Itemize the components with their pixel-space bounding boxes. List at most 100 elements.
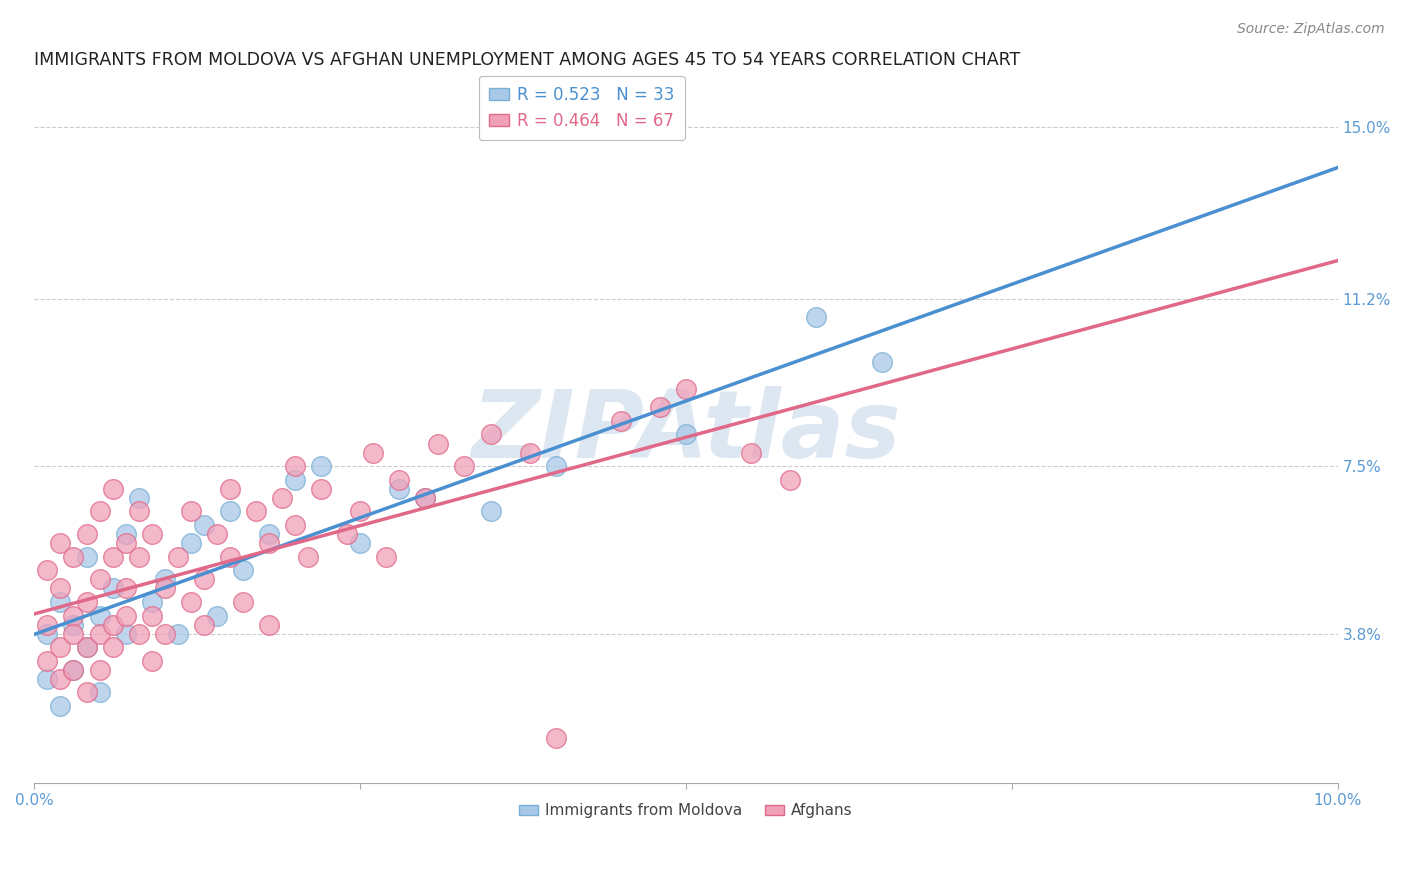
Point	[232, 563, 254, 577]
Point	[114, 626, 136, 640]
Point	[128, 491, 150, 505]
Point	[479, 504, 502, 518]
Point	[49, 582, 72, 596]
Text: ZIPAtlas: ZIPAtlas	[471, 386, 901, 478]
Point	[89, 663, 111, 677]
Point	[37, 654, 59, 668]
Point	[779, 473, 801, 487]
Point	[141, 654, 163, 668]
Point	[309, 482, 332, 496]
Point	[62, 663, 84, 677]
Point	[284, 518, 307, 533]
Point	[375, 549, 398, 564]
Text: IMMIGRANTS FROM MOLDOVA VS AFGHAN UNEMPLOYMENT AMONG AGES 45 TO 54 YEARS CORRELA: IMMIGRANTS FROM MOLDOVA VS AFGHAN UNEMPL…	[34, 51, 1021, 69]
Point	[141, 595, 163, 609]
Point	[101, 617, 124, 632]
Point	[479, 427, 502, 442]
Point	[453, 459, 475, 474]
Point	[388, 482, 411, 496]
Point	[427, 436, 450, 450]
Point	[153, 572, 176, 586]
Point	[284, 459, 307, 474]
Point	[349, 504, 371, 518]
Point	[89, 608, 111, 623]
Point	[128, 549, 150, 564]
Point	[205, 608, 228, 623]
Point	[309, 459, 332, 474]
Point	[62, 608, 84, 623]
Point	[153, 626, 176, 640]
Point	[205, 527, 228, 541]
Point	[519, 445, 541, 459]
Point	[101, 582, 124, 596]
Point	[76, 595, 98, 609]
Point	[62, 549, 84, 564]
Point	[101, 482, 124, 496]
Point	[49, 699, 72, 714]
Text: Source: ZipAtlas.com: Source: ZipAtlas.com	[1237, 22, 1385, 37]
Point	[114, 527, 136, 541]
Point	[388, 473, 411, 487]
Point	[271, 491, 294, 505]
Point	[49, 640, 72, 655]
Point	[870, 355, 893, 369]
Point	[128, 626, 150, 640]
Point	[166, 549, 188, 564]
Point	[76, 640, 98, 655]
Point	[245, 504, 267, 518]
Point	[257, 617, 280, 632]
Point	[232, 595, 254, 609]
Point	[101, 549, 124, 564]
Point	[193, 518, 215, 533]
Point	[62, 663, 84, 677]
Point	[180, 536, 202, 550]
Point	[193, 617, 215, 632]
Point	[101, 640, 124, 655]
Point	[166, 626, 188, 640]
Point	[37, 617, 59, 632]
Point	[49, 536, 72, 550]
Point	[219, 482, 242, 496]
Point	[89, 626, 111, 640]
Point	[153, 582, 176, 596]
Point	[62, 626, 84, 640]
Point	[219, 549, 242, 564]
Point	[37, 672, 59, 686]
Point	[37, 563, 59, 577]
Point	[284, 473, 307, 487]
Point	[361, 445, 384, 459]
Point	[675, 382, 697, 396]
Point	[89, 572, 111, 586]
Point	[114, 608, 136, 623]
Point	[336, 527, 359, 541]
Point	[114, 582, 136, 596]
Point	[415, 491, 437, 505]
Point	[89, 504, 111, 518]
Point	[610, 414, 633, 428]
Point	[49, 595, 72, 609]
Point	[141, 608, 163, 623]
Point	[193, 572, 215, 586]
Point	[544, 459, 567, 474]
Point	[49, 672, 72, 686]
Point	[740, 445, 762, 459]
Point	[648, 401, 671, 415]
Point	[219, 504, 242, 518]
Point	[141, 527, 163, 541]
Point	[76, 640, 98, 655]
Point	[62, 617, 84, 632]
Point	[37, 626, 59, 640]
Point	[675, 427, 697, 442]
Point	[349, 536, 371, 550]
Point	[257, 527, 280, 541]
Point	[297, 549, 319, 564]
Point	[544, 731, 567, 745]
Point	[180, 504, 202, 518]
Point	[76, 685, 98, 699]
Point	[76, 549, 98, 564]
Point	[76, 527, 98, 541]
Point	[89, 685, 111, 699]
Legend: Immigrants from Moldova, Afghans: Immigrants from Moldova, Afghans	[513, 797, 859, 824]
Point	[180, 595, 202, 609]
Point	[128, 504, 150, 518]
